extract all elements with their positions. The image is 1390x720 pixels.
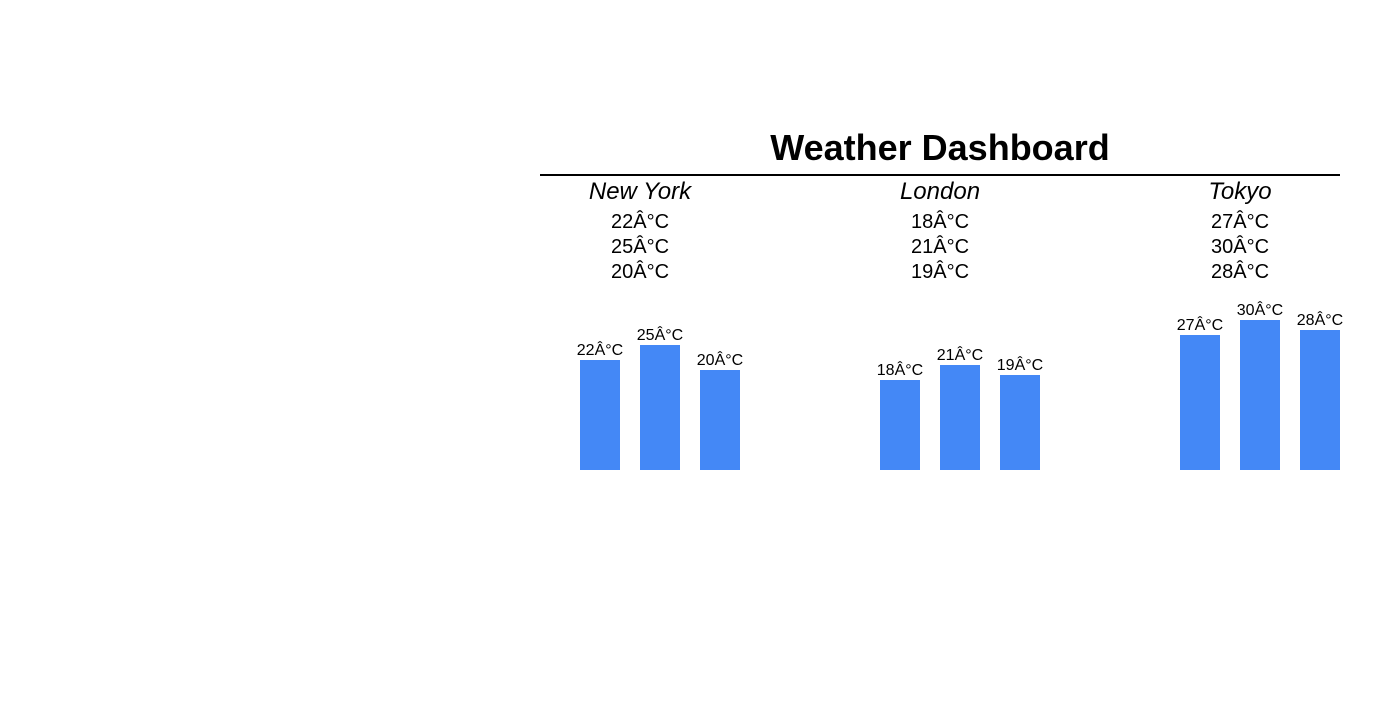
city-column-london: London 18Â°C 21Â°C 19Â°C (840, 176, 1040, 285)
bar-value-label: 25Â°C (637, 325, 683, 344)
temperature-reading: 20Â°C (610, 261, 670, 283)
temperature-reading: 27Â°C (1210, 211, 1270, 233)
city-name: New York (588, 178, 692, 205)
bar-new-york-3 (700, 370, 740, 470)
bar-new-york-1 (580, 360, 620, 470)
temperature-reading: 30Â°C (1210, 236, 1270, 258)
bar-london-1 (880, 380, 920, 470)
page-title: Weather Dashboard (770, 127, 1110, 168)
bar-value-label: 21Â°C (937, 345, 983, 364)
bar-tokyo-3 (1300, 330, 1340, 470)
bar-tokyo-2 (1240, 320, 1280, 470)
title-divider (540, 174, 1340, 176)
bar-value-label: 30Â°C (1237, 300, 1283, 319)
city-column-new-york: New York 22Â°C 25Â°C 20Â°C (540, 176, 740, 285)
bar-value-label: 18Â°C (877, 360, 923, 379)
city-column-tokyo: Tokyo 27Â°C 30Â°C 28Â°C (1140, 176, 1340, 285)
temperature-reading: 19Â°C (910, 261, 970, 283)
bar-london-3 (1000, 375, 1040, 470)
temperature-reading: 21Â°C (910, 236, 970, 258)
bar-tokyo-1 (1180, 335, 1220, 470)
city-name: Tokyo (1208, 178, 1272, 205)
bar-value-label: 27Â°C (1177, 315, 1223, 334)
temperature-reading: 28Â°C (1210, 261, 1270, 283)
temperature-reading: 22Â°C (610, 211, 670, 233)
bar-london-2 (940, 365, 980, 470)
temperature-reading: 18Â°C (910, 211, 970, 233)
temperature-reading: 25Â°C (610, 236, 670, 258)
bar-value-label: 19Â°C (997, 355, 1043, 374)
bar-value-label: 28Â°C (1297, 310, 1343, 329)
city-name: London (899, 178, 981, 205)
bar-new-york-2 (640, 345, 680, 470)
bar-value-label: 22Â°C (577, 340, 623, 359)
bar-value-label: 20Â°C (697, 350, 743, 369)
